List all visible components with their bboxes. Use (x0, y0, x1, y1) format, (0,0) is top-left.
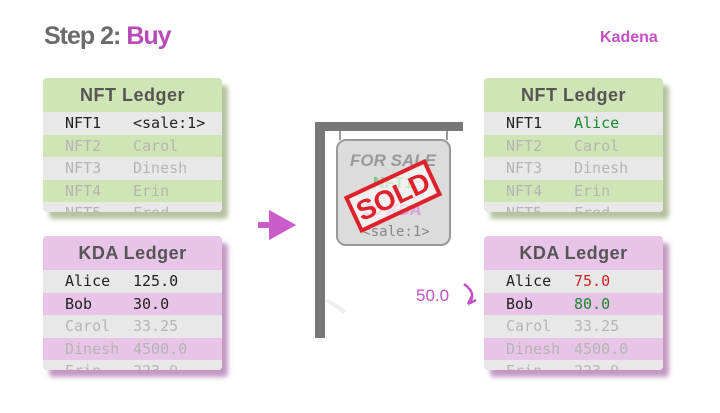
ledger-key: Carol (65, 317, 111, 336)
sign-item: NFT1 (373, 175, 413, 192)
ledger-value: 4500.0 (133, 339, 188, 358)
ledger-key: NFT4 (65, 181, 102, 200)
flow-arrow (258, 209, 297, 241)
ledger-value: Fred (574, 202, 610, 212)
kda-ledger: KDA Ledger Alice 125.0 Bob 30.0 Carol 33.25 Din… (43, 236, 222, 370)
ledger-row: NFT5 Fred (43, 202, 222, 212)
ledger-title: KDA Ledger (484, 236, 663, 270)
ledger-value: 125.0 (133, 272, 179, 290)
ledger-value: Carol (574, 136, 620, 155)
ledger-row: Alice 125.0 (43, 270, 222, 293)
ledger-row: NFT2 Carol (484, 134, 663, 158)
ledger-row: NFT3 Dinesh (43, 157, 222, 180)
ledger-row: Bob 80.0 (484, 292, 663, 316)
ledger-row: Carol 33.25 (484, 315, 663, 338)
ledger-row: Bob 30.0 (43, 292, 222, 316)
ledger-row: NFT4 Erin (484, 179, 663, 203)
sign-price: 50 KDA (365, 202, 422, 219)
sign-for-sale: FOR SALE (350, 151, 437, 170)
stamp-text: SOLD (351, 166, 435, 227)
nft-ledger: NFT Ledger NFT1 <sale:1> NFT2 Carol NFT3 Dines… (43, 78, 222, 212)
ledger-value: 75.0 (574, 272, 611, 290)
ledger-key: Bob (506, 294, 534, 313)
ledger-row: NFT1 Alice (484, 112, 663, 135)
ledger-value: Erin (574, 181, 611, 200)
brand: Kadena (600, 29, 658, 46)
ledger-key: NFT5 (65, 202, 101, 212)
title-action: Buy (126, 22, 171, 50)
ledger-title: KDA Ledger (43, 236, 222, 270)
ledger-key: Alice (65, 272, 111, 290)
ledger-row: Carol 33.25 (43, 315, 222, 338)
ledger-row: Dinesh 4500.0 (484, 337, 663, 361)
kda-ledger: KDA Ledger Alice 75.0 Bob 80.0 Carol 33.25 Dine… (484, 236, 663, 370)
ledger-value: 33.25 (574, 317, 620, 336)
ledger-value: 223.9 (133, 360, 178, 370)
ledger-key: NFT1 (65, 114, 102, 132)
ledger-row: NFT4 Erin (43, 179, 222, 203)
ledger-key: NFT3 (65, 159, 102, 178)
ledger-row: NFT2 Carol (43, 134, 222, 158)
ledger-value: 4500.0 (574, 339, 629, 358)
ledger-key: NFT2 (506, 136, 543, 155)
ledger-title: NFT Ledger (43, 78, 222, 112)
ledger-value: 223.9 (574, 360, 619, 370)
stamp-border (343, 158, 443, 234)
title-step: Step 2: (44, 22, 121, 50)
ledger-row: Alice 75.0 (484, 270, 663, 293)
ledger-key: NFT3 (506, 159, 543, 178)
ledger-title: NFT Ledger (484, 78, 663, 112)
ledger-key: Dinesh (506, 339, 561, 358)
title: Step 2: Buy (44, 22, 172, 51)
ledger-key: NFT5 (506, 202, 542, 212)
ledger-value: Fred (133, 202, 169, 212)
ledger-row: Erin 223.9 (484, 360, 663, 370)
ledger-value: 33.25 (133, 317, 179, 336)
ledger-value: Dinesh (133, 159, 188, 178)
ledger-value: 80.0 (574, 294, 611, 313)
ledger-key: NFT2 (65, 136, 102, 155)
ledger-key: Erin (65, 360, 101, 370)
ledger-value: Dinesh (574, 159, 629, 178)
sign-owner: <sale:1> (362, 224, 429, 240)
ledger-value: Carol (133, 136, 179, 155)
ledger-key: Alice (506, 272, 552, 290)
sign-arm (315, 122, 463, 131)
sign-post (315, 122, 325, 338)
ledger-row: NFT3 Dinesh (484, 157, 663, 180)
transfer-arrow (463, 282, 474, 305)
ledger-value: Alice (574, 114, 620, 132)
ledger-value: Erin (133, 181, 170, 200)
ledger-row: NFT5 Fred (484, 202, 663, 212)
sign-brace (325, 298, 347, 314)
ledger-key: NFT1 (506, 114, 543, 132)
transfer-arrowhead (466, 295, 477, 306)
ledger-key: Carol (506, 317, 552, 336)
ledger-key: Bob (65, 294, 93, 313)
ledger-key: Erin (506, 360, 542, 370)
ledger-row: NFT1 <sale:1> (43, 112, 222, 135)
nft-ledger: NFT Ledger NFT1 Alice NFT2 Carol NFT3 Dinesh NF… (484, 78, 663, 212)
ledger-key: NFT4 (506, 181, 543, 200)
sold-stamp: SOLD (343, 158, 443, 234)
transfer-amount: 50.0 (416, 286, 449, 305)
ledger-value: <sale:1> (133, 114, 206, 132)
ledger-value: 30.0 (133, 294, 170, 313)
ledger-row: Dinesh 4500.0 (43, 337, 222, 361)
ledger-row: Erin 223.9 (43, 360, 222, 370)
ledger-key: Dinesh (65, 339, 120, 358)
sign-board (336, 139, 451, 246)
